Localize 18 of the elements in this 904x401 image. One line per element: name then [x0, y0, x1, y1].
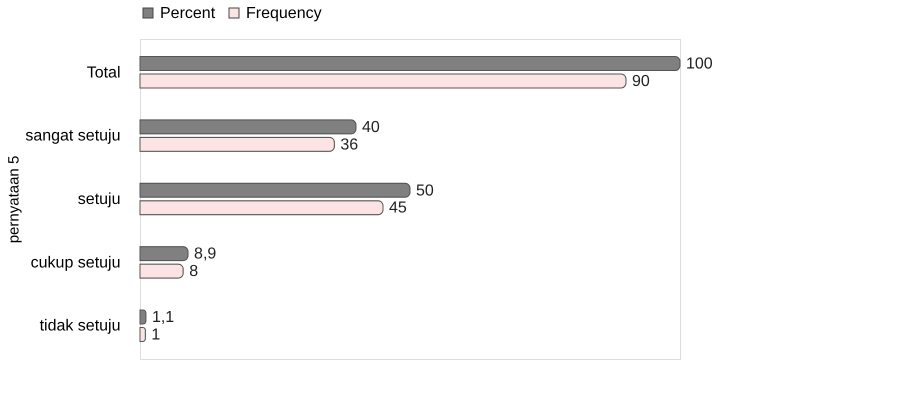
legend-label: Percent: [160, 5, 216, 22]
data-label: 45: [389, 200, 407, 217]
y-tick-label: Total: [86, 64, 120, 82]
data-label: 1,1: [152, 309, 174, 326]
data-label: 1: [151, 326, 160, 344]
data-label: 50: [416, 182, 434, 200]
y-tick-label: cukup setuju: [30, 254, 120, 272]
data-label: 100: [686, 56, 713, 73]
legend-label: Frequency: [246, 5, 322, 22]
data-label: 40: [362, 118, 380, 136]
data-label: 8,9: [194, 246, 216, 263]
y-tick-label: setuju: [78, 191, 120, 208]
y-tick-label: tidak setuju: [40, 318, 120, 335]
y-tick-label: sangat setuju: [25, 128, 120, 145]
y-axis-title: pernyataan 5: [5, 156, 22, 244]
data-label: 90: [632, 72, 650, 90]
data-label: 8: [189, 263, 198, 280]
data-label: 36: [340, 136, 358, 154]
